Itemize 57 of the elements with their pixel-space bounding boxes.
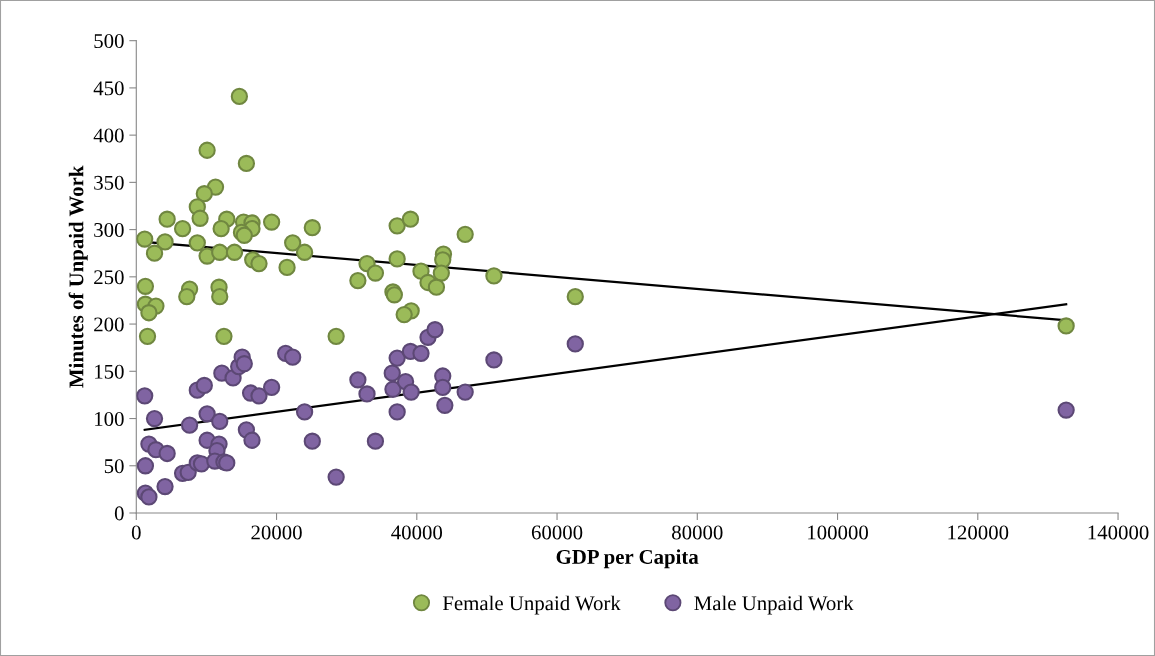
x-tick-label: 100000 <box>808 525 868 540</box>
x-tick-label: 80000 <box>672 525 723 540</box>
legend-label: Male Unpaid Work <box>694 595 854 615</box>
y-tick-label: 300 <box>94 222 124 238</box>
point <box>262 378 281 396</box>
y-tick-label: 400 <box>93 128 124 143</box>
point <box>566 335 584 353</box>
x-axis-title: GDP per Capita <box>556 549 699 569</box>
point <box>349 371 367 389</box>
x-tick-label: 60000 <box>531 525 583 540</box>
point <box>136 387 154 405</box>
x-tick-label: 0 <box>131 525 141 540</box>
point <box>198 405 216 423</box>
x-tick-label: 120000 <box>948 525 1009 540</box>
point <box>156 477 174 496</box>
point <box>383 364 401 382</box>
point <box>284 348 302 366</box>
point <box>140 488 158 506</box>
y-tick-label: 100 <box>95 411 124 426</box>
point <box>366 432 385 450</box>
x-tick-label: 20000 <box>251 525 302 540</box>
point <box>243 431 261 449</box>
point <box>426 321 444 339</box>
point <box>295 403 314 421</box>
point <box>456 383 474 401</box>
point <box>384 380 402 398</box>
point <box>145 409 164 428</box>
point <box>195 376 213 395</box>
y-tick-label: 500 <box>94 34 124 49</box>
y-tick-label: 450 <box>93 81 124 96</box>
y-tick-label: 150 <box>95 364 124 379</box>
point <box>303 432 321 450</box>
point <box>412 344 430 362</box>
y-tick-label: 50 <box>104 459 124 474</box>
x-tick-label: 140000 <box>1088 525 1149 540</box>
point <box>158 444 176 463</box>
point <box>358 385 376 403</box>
y-tick-label: 250 <box>94 270 124 285</box>
point <box>180 416 199 434</box>
y-tick-label: 200 <box>94 317 124 332</box>
x-tick-label: 40000 <box>391 525 443 540</box>
y-tick-label: 0 <box>114 506 124 521</box>
point <box>235 355 253 373</box>
point <box>136 457 155 475</box>
point <box>211 412 229 431</box>
y-axis-title: Minutes of Unpaid Work <box>68 165 88 388</box>
point <box>327 468 345 486</box>
point <box>250 387 268 405</box>
point <box>1057 401 1075 419</box>
point <box>436 396 454 414</box>
point <box>434 378 452 396</box>
y-tick-label: 350 <box>94 175 124 190</box>
legend-label: Female Unpaid Work <box>442 595 621 615</box>
point <box>388 403 406 421</box>
point <box>402 383 420 401</box>
point <box>485 351 503 369</box>
point <box>388 349 406 367</box>
